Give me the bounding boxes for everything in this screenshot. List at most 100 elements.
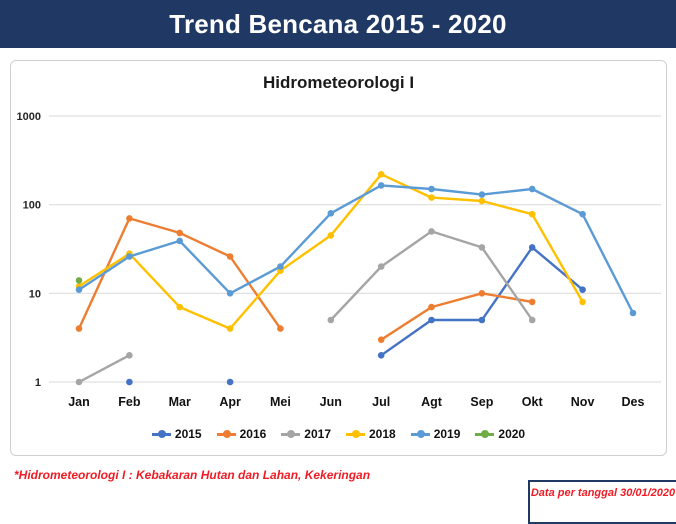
header-bar: Trend Bencana 2015 - 2020 — [0, 0, 676, 48]
y-tick-label: 10 — [29, 288, 41, 300]
legend-dot-icon — [287, 430, 296, 438]
data-point-2018-Jul — [377, 171, 385, 178]
legend-dot-icon — [416, 430, 425, 438]
x-tick-label: Okt — [522, 395, 544, 409]
data-point-2019-Sep — [478, 191, 486, 198]
legend-item-2017: 2017 — [281, 427, 331, 441]
data-point-2020-Jan — [75, 277, 83, 284]
data-point-2017-Feb — [126, 352, 133, 359]
data-point-2019-Nov — [579, 210, 586, 218]
x-tick-label: Agt — [421, 395, 443, 409]
legend-label: 2017 — [304, 427, 331, 441]
y-tick-label: 100 — [23, 200, 41, 212]
legend-dot-icon — [157, 430, 166, 438]
page-title: Trend Bencana 2015 - 2020 — [169, 8, 507, 39]
legend-marker-icon — [346, 430, 365, 438]
data-point-2016-Jan — [75, 325, 83, 332]
data-point-2016-Sep — [478, 290, 486, 297]
legend-item-2018: 2018 — [346, 427, 396, 441]
legend-marker-icon — [216, 430, 236, 438]
data-point-2017-Sep — [478, 244, 486, 251]
legend-dot-icon — [481, 430, 490, 438]
series-2016 — [75, 215, 536, 344]
x-axis-labels: Jan Feb Mar Apr Mei Jun Jul Agt Sep Okt Nov Des — [68, 395, 644, 409]
x-tick-label: Des — [622, 395, 645, 409]
data-date-box: Data per tanggal 30/01/2020 — [528, 480, 676, 524]
data-point-2016-Mar — [176, 229, 183, 237]
x-tick-label: Apr — [219, 395, 241, 409]
legend-label: 2018 — [369, 427, 396, 441]
x-tick-label: Jul — [372, 395, 390, 409]
y-axis-labels: 1 10 100 1000 — [17, 111, 41, 389]
legend-marker-icon — [410, 430, 430, 438]
data-point-2019-Jan — [75, 286, 83, 293]
data-point-2019-Mei — [277, 263, 284, 270]
y-tick-label: 1000 — [17, 111, 41, 123]
gridlines — [49, 115, 661, 383]
x-tick-label: Feb — [118, 395, 141, 409]
data-point-2019-Jun — [327, 210, 335, 217]
x-tick-label: Sep — [470, 395, 493, 409]
data-point-2015-Apr — [226, 378, 234, 386]
data-point-2018-Agt — [428, 194, 435, 201]
legend-label: 2019 — [433, 427, 461, 441]
data-point-2015-Nov — [579, 286, 586, 293]
chart-title: Hidrometeorologi I — [262, 73, 415, 92]
data-point-2016-Mei — [277, 325, 284, 332]
data-point-2019-Okt — [528, 185, 536, 193]
legend-item-2019: 2019 — [410, 427, 461, 441]
data-point-2019-Jul — [377, 182, 385, 189]
x-tick-label: Jan — [68, 395, 90, 409]
footnote: *Hidrometeorologi I : Kebakaran Hutan da… — [14, 468, 371, 482]
chart-panel: 1 10 100 1000 Jan Feb Mar Apr Mei Jun Jul Agt Sep Okt… — [10, 60, 667, 456]
legend-label: 2020 — [498, 427, 526, 441]
data-point-2015-Jul — [377, 352, 385, 359]
x-tick-label: Nov — [571, 395, 595, 409]
data-point-2017-Okt — [528, 316, 536, 324]
series-2017 — [75, 228, 536, 386]
data-point-2019-Agt — [428, 185, 435, 193]
data-point-2015-Okt — [528, 244, 536, 251]
y-tick-label: 1 — [35, 377, 41, 389]
data-point-2019-Des — [629, 309, 637, 317]
series-2020 — [75, 277, 83, 284]
series-2019 — [75, 182, 637, 317]
data-point-2019-Mar — [176, 237, 183, 245]
legend-item-2016: 2016 — [216, 427, 267, 441]
legend-item-2015: 2015 — [151, 427, 202, 441]
series-2015 — [126, 244, 586, 386]
chart-legend: 2015 2016 2017 2018 2019 2020 — [11, 421, 666, 447]
data-point-2016-Okt — [528, 298, 536, 306]
line-chart: 1 10 100 1000 Jan Feb Mar Apr Mei Jun Jul Agt Sep Okt… — [17, 111, 661, 409]
data-point-2019-Apr — [226, 290, 234, 297]
data-point-2017-Jul — [377, 263, 385, 270]
data-point-2018-Sep — [478, 197, 486, 205]
legend-item-2020: 2020 — [475, 427, 525, 441]
legend-dot-icon — [222, 430, 231, 438]
x-tick-label: Mei — [270, 395, 291, 409]
legend-label: 2015 — [174, 427, 202, 441]
data-point-2017-Jun — [327, 316, 335, 324]
series-2018 — [75, 171, 586, 332]
data-date-text: Data per tanggal 30/01/2020 — [530, 487, 676, 499]
legend-marker-icon — [281, 430, 301, 438]
legend-dot-icon — [352, 430, 360, 438]
data-point-2017-Jan — [75, 378, 83, 386]
data-point-2018-Jun — [327, 232, 335, 239]
data-point-2015-Feb — [126, 378, 133, 386]
legend-label: 2016 — [239, 427, 267, 441]
data-point-2016-Feb — [126, 215, 133, 222]
data-point-2018-Apr — [226, 325, 234, 332]
x-tick-label: Jun — [320, 395, 342, 409]
x-tick-label: Mar — [169, 395, 191, 409]
data-point-2016-Apr — [226, 253, 234, 260]
legend-marker-icon — [475, 430, 495, 438]
data-point-2017-Agt — [428, 228, 435, 235]
legend-marker-icon — [151, 430, 171, 438]
data-point-2018-Nov — [579, 298, 586, 306]
data-point-2019-Feb — [126, 253, 133, 260]
data-point-2016-Jul — [377, 336, 385, 344]
data-point-2018-Mar — [176, 303, 183, 311]
data-point-2016-Agt — [428, 303, 435, 311]
data-point-2015-Sep — [478, 316, 486, 324]
